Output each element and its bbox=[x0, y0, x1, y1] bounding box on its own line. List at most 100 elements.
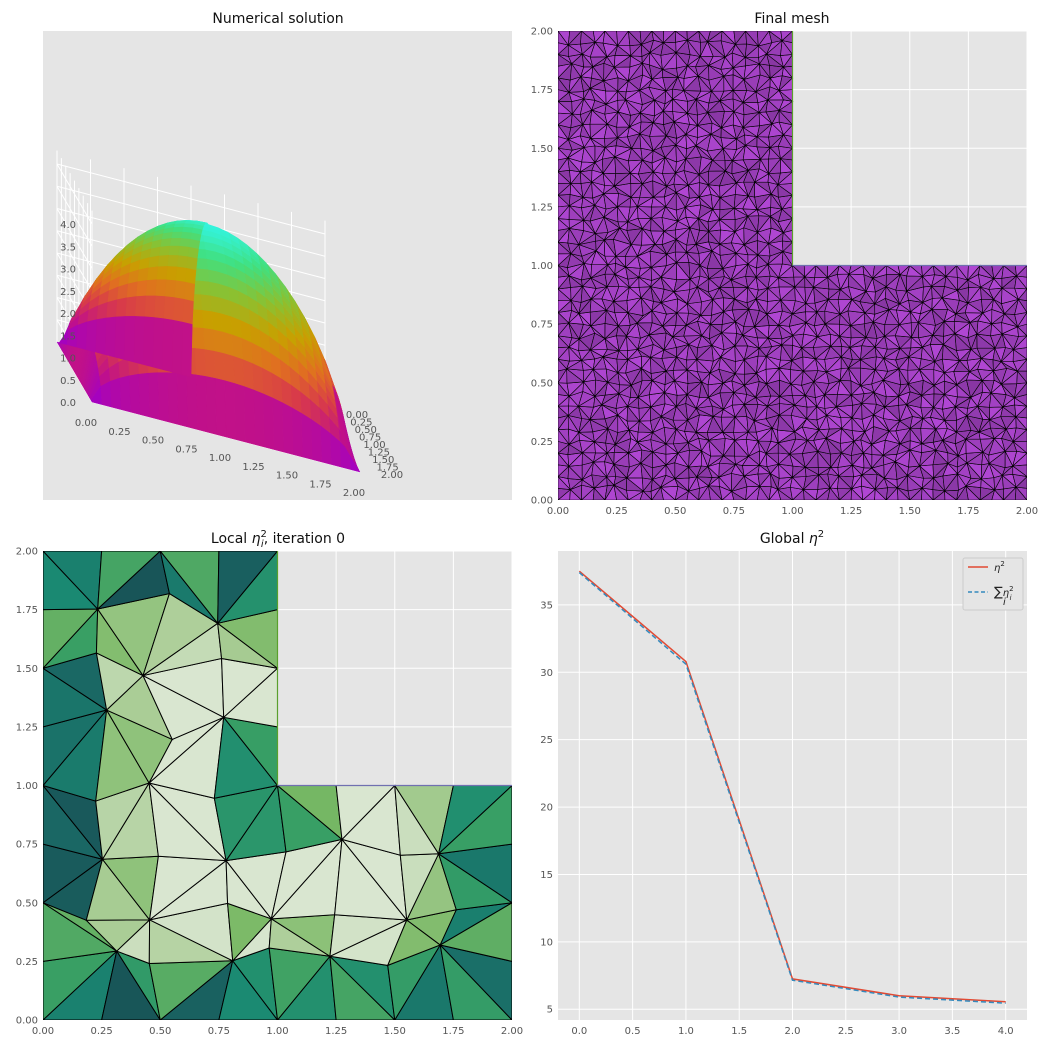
surface-patch bbox=[242, 358, 254, 390]
surface-patch bbox=[184, 267, 197, 285]
surface-patch bbox=[234, 382, 246, 443]
surface-patch bbox=[163, 296, 175, 321]
mesh-triangle bbox=[616, 31, 629, 47]
surface-patch bbox=[137, 267, 149, 283]
surface-patch bbox=[145, 279, 157, 297]
local-y-tick-labels: 0.00 0.25 0.50 0.75 1.00 1.25 1.50 1.75 2.00 bbox=[16, 547, 38, 1027]
x-tick-label: 0.75 bbox=[175, 444, 197, 455]
mesh-triangle bbox=[757, 31, 770, 47]
surface-patch bbox=[212, 328, 224, 354]
surface-patch bbox=[192, 309, 204, 329]
surface-patch bbox=[272, 397, 284, 453]
mesh-triangle bbox=[706, 31, 723, 43]
surface-patch bbox=[147, 371, 160, 420]
surface-patch bbox=[176, 255, 188, 269]
z-tick-label: 1.5 bbox=[60, 331, 76, 342]
surface-patch bbox=[164, 279, 176, 298]
surface-patch bbox=[167, 255, 179, 268]
y-tick-label: 1.25 bbox=[368, 448, 390, 459]
x-tick-label: 1.25 bbox=[242, 462, 264, 473]
y-tick-label: 1.25 bbox=[16, 722, 38, 733]
y-tick-label: 0.25 bbox=[350, 418, 372, 429]
surface-patch bbox=[168, 245, 180, 256]
surface-patch bbox=[179, 238, 191, 248]
surface-patch bbox=[181, 321, 193, 378]
surface-patch bbox=[157, 371, 169, 423]
x-tick-label: 3.0 bbox=[891, 1026, 907, 1037]
surface-patch bbox=[209, 294, 222, 314]
global-x-tick-labels: 0.0 0.5 1.0 1.5 2.0 2.5 3.0 3.5 4.0 bbox=[571, 1026, 1013, 1037]
surface-patch bbox=[157, 255, 169, 267]
x-tick-label: 2.00 bbox=[501, 1026, 523, 1037]
surface-patch bbox=[115, 297, 127, 318]
y-tick-label: 5 bbox=[547, 1005, 553, 1016]
x-tick-label: 0.50 bbox=[142, 436, 164, 447]
y-tick-label: 1.00 bbox=[531, 261, 553, 272]
mesh-triangle bbox=[639, 31, 653, 46]
y-tick-label: 30 bbox=[540, 668, 553, 679]
x-tick-label: 1.5 bbox=[731, 1026, 747, 1037]
surface-patch bbox=[109, 377, 121, 410]
z-tick-label: 0.0 bbox=[60, 398, 76, 409]
surface-patch bbox=[75, 321, 88, 350]
y-tick-label: 2.00 bbox=[16, 547, 38, 558]
surface-patch bbox=[171, 226, 184, 233]
surface-title: Numerical solution bbox=[212, 11, 343, 27]
side-wall-gridline-z bbox=[56, 208, 93, 269]
y-tick-label: 0.75 bbox=[531, 320, 553, 331]
surface-patch bbox=[211, 310, 223, 332]
surface-y-tick-labels: 0.000.250.500.751.001.251.501.752.00 bbox=[346, 410, 403, 481]
surface-patch bbox=[183, 281, 196, 302]
y-tick-label: 0.00 bbox=[531, 496, 553, 507]
panel-local-eta: Local η2 i, iteration 0 0.00 0.25 0.50 0.75 1… bbox=[16, 529, 523, 1037]
surface-patch bbox=[138, 372, 150, 418]
mesh-triangle bbox=[686, 31, 700, 41]
x-tick-label: 1.25 bbox=[325, 1026, 347, 1037]
surface-patch bbox=[172, 297, 185, 323]
surface-z-tick-labels: 0.0 0.5 1.0 1.5 2.0 2.5 3.0 3.5 4.0 bbox=[60, 220, 76, 409]
surface-patch bbox=[95, 317, 107, 355]
surface-patch bbox=[291, 406, 303, 458]
surface-patch bbox=[154, 279, 167, 297]
surface-patch bbox=[220, 312, 233, 335]
mesh-triangle bbox=[733, 31, 746, 46]
y-tick-label: 2.00 bbox=[381, 470, 403, 481]
x-tick-label: 1.50 bbox=[899, 506, 921, 517]
surface-patch bbox=[182, 298, 194, 325]
surface-patch bbox=[195, 374, 208, 433]
side-wall-gridline-z bbox=[56, 163, 93, 225]
x-tick-label: 1.25 bbox=[840, 506, 862, 517]
x-tick-label: 0.0 bbox=[571, 1026, 587, 1037]
surface-patch bbox=[202, 327, 215, 351]
x-tick-label: 0.75 bbox=[208, 1026, 230, 1037]
y-tick-label: 0.25 bbox=[16, 957, 38, 968]
surface-patch bbox=[176, 372, 188, 428]
x-tick-label: 3.5 bbox=[944, 1026, 960, 1037]
z-tick-label: 2.5 bbox=[60, 287, 76, 298]
surface-patch bbox=[146, 266, 158, 281]
z-tick-label: 1.0 bbox=[60, 354, 76, 365]
surface-patch bbox=[134, 295, 146, 317]
x-tick-label: 4.0 bbox=[998, 1026, 1014, 1037]
z-tick-label: 3.0 bbox=[60, 265, 76, 276]
surface-patch bbox=[124, 296, 137, 317]
y-tick-label: 35 bbox=[540, 600, 553, 611]
y-tick-label: 15 bbox=[540, 870, 553, 881]
surface-patch bbox=[186, 372, 198, 430]
surface-patch bbox=[199, 280, 211, 296]
panel-numerical-solution: Numerical solution 0.000.250.500.751.001… bbox=[43, 11, 512, 500]
legend-label-eta: η2 bbox=[994, 560, 1005, 574]
surface-patch bbox=[153, 295, 166, 319]
surface-patch bbox=[208, 281, 221, 298]
global-gridlines bbox=[558, 551, 1027, 1020]
y-tick-label: 1.00 bbox=[363, 440, 385, 451]
y-tick-label: 1.25 bbox=[531, 202, 553, 213]
back-wall-gridline-z bbox=[56, 163, 326, 235]
x-tick-label: 0.75 bbox=[723, 506, 745, 517]
local-triangle bbox=[217, 551, 279, 625]
surface-patch bbox=[158, 245, 171, 257]
surface-patch bbox=[142, 316, 155, 368]
surface-patch bbox=[224, 379, 236, 440]
surface-patch bbox=[174, 280, 186, 300]
y-tick-label: 0.50 bbox=[355, 425, 377, 436]
